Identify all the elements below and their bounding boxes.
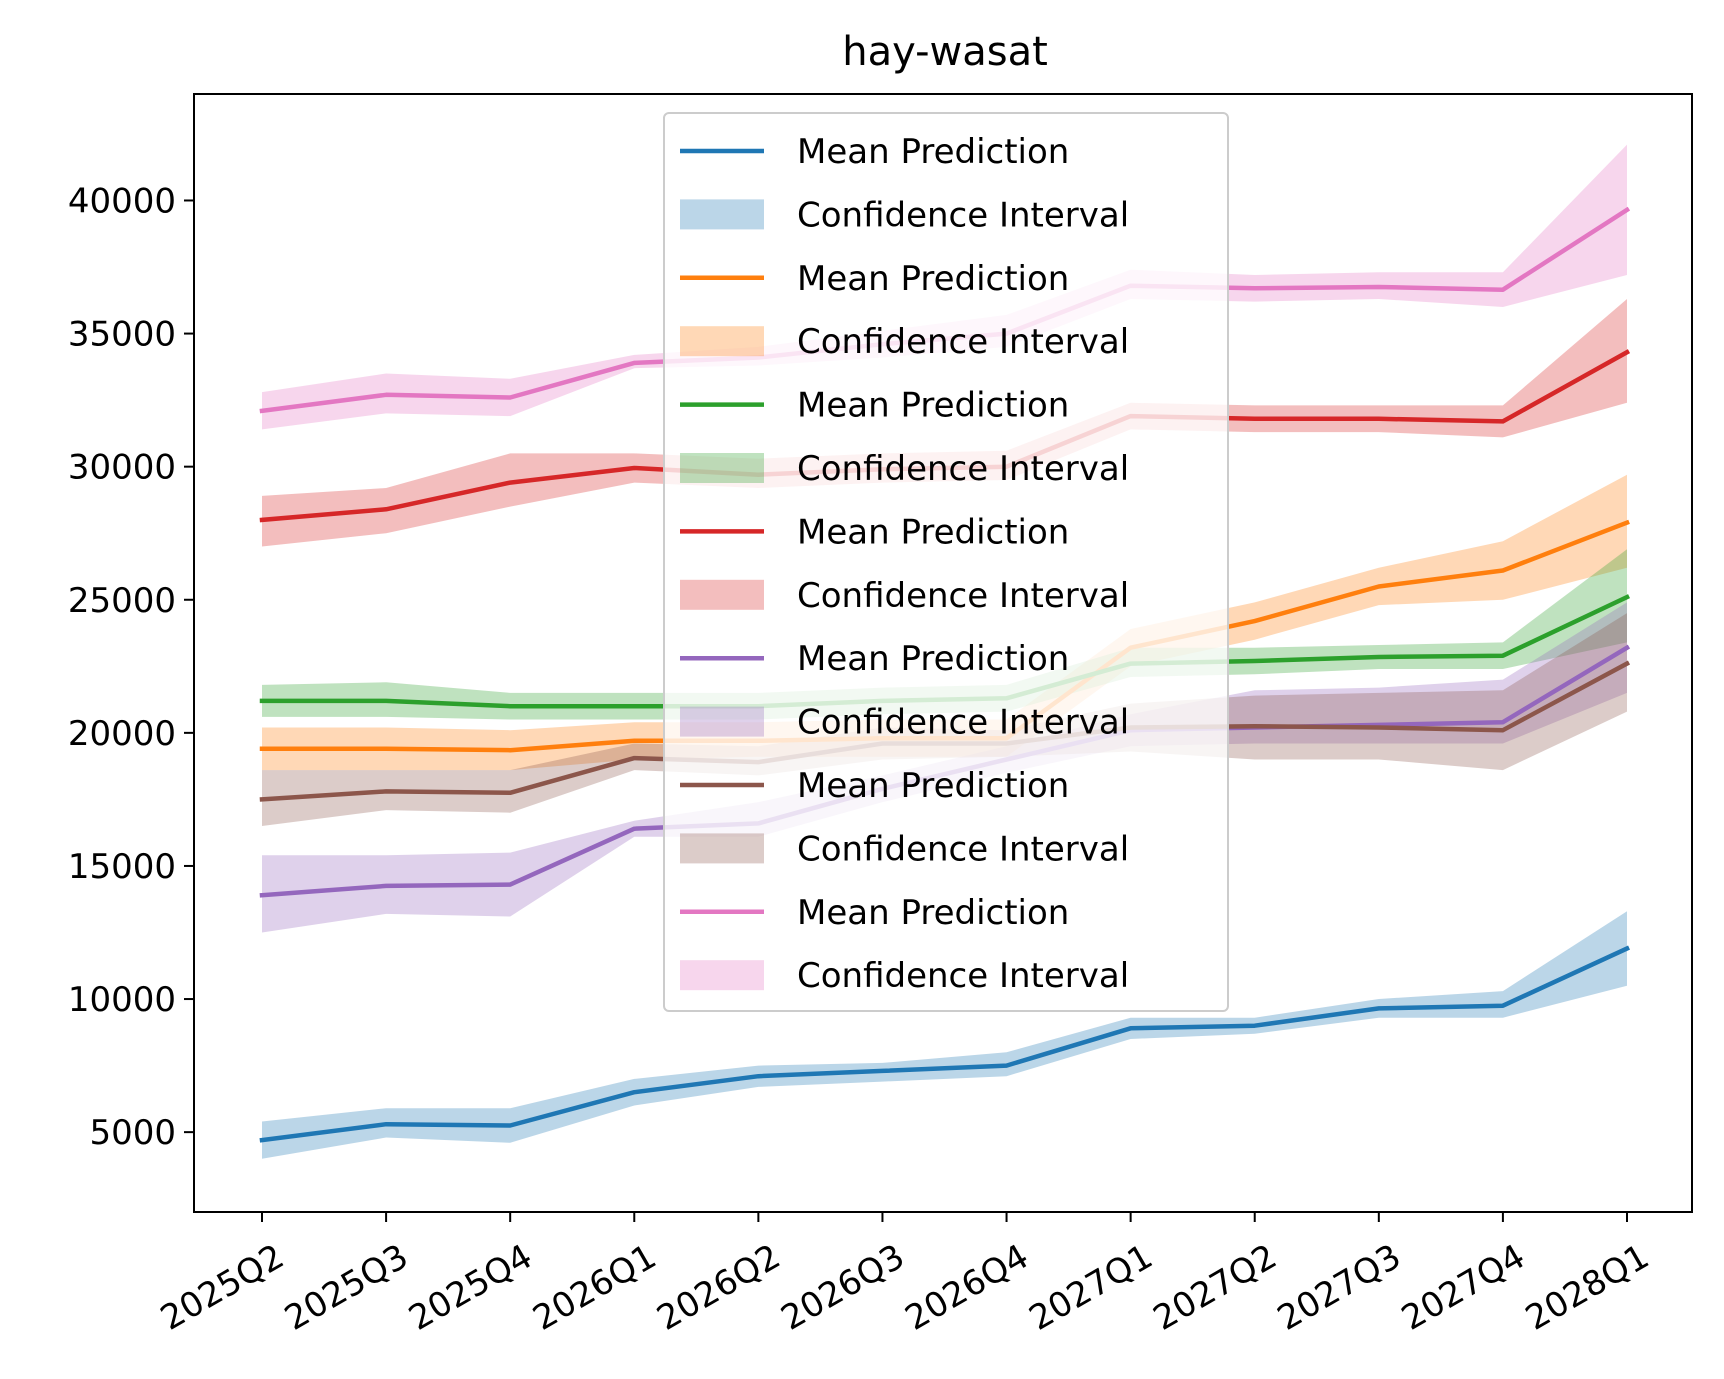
legend-label: Mean Prediction xyxy=(797,512,1069,552)
y-tick-label: 35000 xyxy=(68,315,176,355)
legend-label: Confidence Interval xyxy=(797,449,1129,489)
series-1-mean-line xyxy=(259,945,1630,1143)
y-tick-label: 40000 xyxy=(68,181,176,221)
legend-label: Confidence Interval xyxy=(797,576,1129,616)
legend-band-swatch xyxy=(680,833,764,864)
legend-band-swatch xyxy=(680,960,764,991)
y-tick-label: 5000 xyxy=(89,1113,176,1153)
legend-label: Mean Prediction xyxy=(797,132,1069,172)
legend-label: Confidence Interval xyxy=(797,703,1129,743)
y-tick-label: 20000 xyxy=(68,714,176,754)
y-tick-label: 10000 xyxy=(68,980,176,1020)
legend-label: Confidence Interval xyxy=(797,829,1129,869)
legend-label: Mean Prediction xyxy=(797,639,1069,679)
legend-label: Mean Prediction xyxy=(797,893,1069,933)
series-4-confidence-band xyxy=(262,299,1627,547)
series-2-confidence-band xyxy=(262,474,1627,771)
series-6-confidence-band xyxy=(262,613,1627,826)
legend-box xyxy=(663,112,1229,1012)
legend-label: Confidence Interval xyxy=(797,195,1129,235)
legend: Mean Prediction Confidence Interval Mean P… xyxy=(663,112,1229,1012)
legend-label: Mean Prediction xyxy=(797,386,1069,426)
y-tick-label: 25000 xyxy=(68,581,176,621)
plot-frame xyxy=(193,93,1693,1213)
legend-label: Mean Prediction xyxy=(797,259,1069,299)
series-1-confidence-band xyxy=(262,911,1627,1159)
y-tick-label: 30000 xyxy=(68,448,176,488)
legend-label: Mean Prediction xyxy=(797,766,1069,806)
legend-band-swatch xyxy=(680,453,764,483)
chart-title: hay-wasat xyxy=(842,29,1048,75)
legend-band-swatch xyxy=(680,326,764,357)
legend-band-swatch xyxy=(680,579,764,610)
y-axis: 5000 10000 15000 20000 25000 30000 35000 40000 xyxy=(68,181,194,1153)
legend-band-swatch xyxy=(680,706,764,737)
legend-band-swatch xyxy=(680,199,764,230)
y-tick-label: 15000 xyxy=(68,847,176,887)
legend-label: Confidence Interval xyxy=(797,322,1129,362)
legend-label: Confidence Interval xyxy=(797,956,1129,996)
